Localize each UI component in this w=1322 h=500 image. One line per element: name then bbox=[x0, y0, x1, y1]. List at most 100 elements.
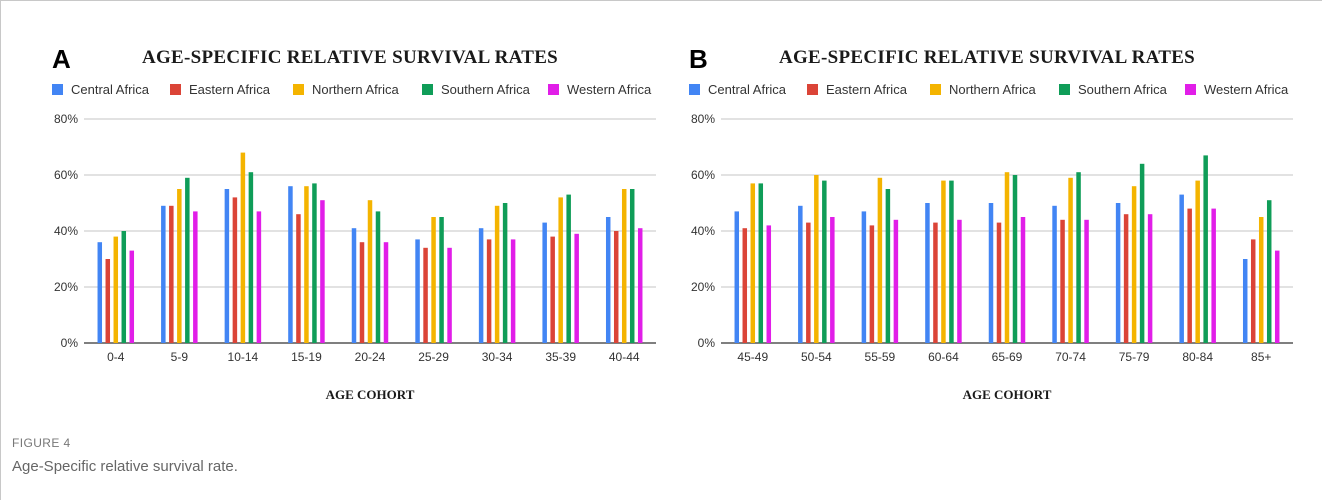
chart-b-bar-2-4 bbox=[1004, 172, 1010, 343]
chart-a-legend-swatch-3 bbox=[422, 84, 433, 95]
chart-a-legend-label-0: Central Africa bbox=[71, 82, 150, 97]
chart-a-x-tick-0: 0-4 bbox=[107, 350, 125, 364]
chart-a-bar-2-8 bbox=[621, 189, 627, 343]
chart-b-legend-swatch-1 bbox=[807, 84, 818, 95]
chart-a-legend-item-3: Southern Africa bbox=[422, 82, 531, 97]
chart-a-bar-2-0 bbox=[113, 236, 119, 343]
chart-a-bar-1-5 bbox=[423, 247, 428, 343]
chart-a-bar-2-7 bbox=[558, 197, 563, 343]
chart-b-bar-2-0 bbox=[750, 183, 756, 343]
chart-a-bar-2-4 bbox=[367, 200, 373, 343]
chart-a-x-tick-3: 15-19 bbox=[291, 350, 322, 364]
chart-a-bar-4-4 bbox=[383, 242, 389, 343]
chart-b-bar-4-7 bbox=[1211, 208, 1216, 343]
chart-a-bar-1-6 bbox=[486, 239, 492, 343]
chart-b-legend-swatch-0 bbox=[689, 84, 700, 95]
chart-b-bar-1-0 bbox=[742, 228, 748, 343]
chart-a-bar-2-3 bbox=[304, 186, 309, 343]
chart-b-x-tick-2: 55-59 bbox=[865, 350, 896, 364]
chart-a-legend-swatch-4 bbox=[548, 84, 559, 95]
chart-b-bar-2-3 bbox=[941, 180, 946, 343]
chart-a-bar-4-1 bbox=[193, 211, 198, 343]
chart-a-bar-0-2 bbox=[224, 189, 230, 343]
figure-label: FIGURE 4 bbox=[12, 436, 71, 450]
chart-b-bar-4-3 bbox=[957, 219, 962, 343]
chart-b-legend-swatch-2 bbox=[930, 84, 941, 95]
chart-a-bar-2-2 bbox=[240, 152, 246, 343]
chart-b-x-tick-6: 75-79 bbox=[1119, 350, 1150, 364]
chart-a-x-tick-4: 20-24 bbox=[355, 350, 386, 364]
chart-b-bar-4-6 bbox=[1147, 214, 1153, 343]
chart-a-legend-label-4: Western Africa bbox=[567, 82, 652, 97]
chart-a-x-tick-5: 25-29 bbox=[418, 350, 449, 364]
chart-b-bar-3-4 bbox=[1012, 175, 1018, 343]
chart-b-bar-1-1 bbox=[806, 222, 811, 343]
chart-a-y-tick-3: 60% bbox=[54, 168, 78, 182]
chart-b-x-tick-5: 70-74 bbox=[1055, 350, 1086, 364]
chart-b-bar-3-2 bbox=[885, 189, 891, 343]
chart-b-legend-item-2: Northern Africa bbox=[930, 82, 1036, 97]
chart-a-bar-1-7 bbox=[550, 236, 555, 343]
chart-b-legend-label-3: Southern Africa bbox=[1078, 82, 1168, 97]
chart-a-bar-0-5 bbox=[415, 239, 420, 343]
chart-a-bar-3-6 bbox=[502, 203, 508, 343]
chart-a-bar-4-2 bbox=[256, 211, 262, 343]
chart-b-y-tick-0: 0% bbox=[698, 336, 716, 350]
chart-a-x-tick-7: 35-39 bbox=[545, 350, 576, 364]
chart-panel-b: B AGE-SPECIFIC RELATIVE SURVIVAL RATES Cen… bbox=[637, 0, 1298, 420]
chart-b-legend-swatch-3 bbox=[1059, 84, 1070, 95]
chart-b-bar-0-5 bbox=[1052, 205, 1057, 343]
chart-b-bar-3-6 bbox=[1139, 163, 1145, 343]
chart-b-bar-0-4 bbox=[988, 203, 994, 343]
chart-a-y-tick-0: 0% bbox=[61, 336, 79, 350]
chart-b-legend-label-4: Western Africa bbox=[1204, 82, 1289, 97]
chart-b-bar-4-8 bbox=[1274, 250, 1280, 343]
chart-a-legend-swatch-1 bbox=[170, 84, 181, 95]
chart-b-x-tick-4: 65-69 bbox=[992, 350, 1023, 364]
chart-b-bar-0-3 bbox=[925, 203, 930, 343]
chart-a-x-tick-6: 30-34 bbox=[482, 350, 513, 364]
chart-b-bar-3-8 bbox=[1266, 200, 1272, 343]
chart-a-panel-letter: A bbox=[52, 44, 71, 74]
chart-a-y-tick-1: 20% bbox=[54, 280, 78, 294]
chart-b-bar-4-1 bbox=[830, 217, 835, 343]
chart-b-bar-2-1 bbox=[814, 175, 819, 343]
chart-a-x-tick-1: 5-9 bbox=[171, 350, 189, 364]
chart-a-x-tick-2: 10-14 bbox=[228, 350, 259, 364]
chart-a-legend-item-2: Northern Africa bbox=[293, 82, 399, 97]
chart-a-bar-2-6 bbox=[494, 205, 500, 343]
chart-a-bar-0-6 bbox=[478, 228, 484, 343]
chart-a-bar-4-6 bbox=[510, 239, 516, 343]
chart-a-bar-4-3 bbox=[320, 200, 325, 343]
chart-a-bar-0-4 bbox=[351, 228, 357, 343]
chart-b-bar-2-2 bbox=[877, 177, 883, 343]
chart-a-legend-label-3: Southern Africa bbox=[441, 82, 531, 97]
chart-b-bar-3-5 bbox=[1076, 172, 1081, 343]
chart-b-bar-0-2 bbox=[861, 211, 867, 343]
chart-a-title: AGE-SPECIFIC RELATIVE SURVIVAL RATES bbox=[142, 47, 558, 68]
chart-b-bar-2-8 bbox=[1258, 217, 1264, 343]
chart-a-bar-3-5 bbox=[439, 217, 444, 343]
chart-b-legend-item-4: Western Africa bbox=[1185, 82, 1289, 97]
chart-b-x-tick-1: 50-54 bbox=[801, 350, 832, 364]
chart-b-svg: B AGE-SPECIFIC RELATIVE SURVIVAL RATES Cen… bbox=[689, 44, 1293, 402]
chart-a-bar-0-8 bbox=[605, 217, 611, 343]
chart-b-y-tick-3: 60% bbox=[691, 168, 715, 182]
chart-a-legend-label-1: Eastern Africa bbox=[189, 82, 271, 97]
chart-b-bar-1-6 bbox=[1123, 214, 1129, 343]
chart-a-legend-item-0: Central Africa bbox=[52, 82, 150, 97]
chart-b-bar-4-4 bbox=[1020, 217, 1026, 343]
chart-b-title: AGE-SPECIFIC RELATIVE SURVIVAL RATES bbox=[779, 47, 1195, 68]
chart-b-x-tick-3: 60-64 bbox=[928, 350, 959, 364]
chart-b-x-tick-8: 85+ bbox=[1251, 350, 1271, 364]
chart-a-legend-item-4: Western Africa bbox=[548, 82, 652, 97]
chart-b-x-tick-0: 45-49 bbox=[737, 350, 768, 364]
figure-description: Age-Specific relative survival rate. bbox=[12, 458, 238, 475]
chart-b-bar-0-6 bbox=[1115, 203, 1121, 343]
chart-b-y-tick-1: 20% bbox=[691, 280, 715, 294]
chart-b-bar-4-2 bbox=[893, 219, 899, 343]
figure-caption: FIGURE 4 Age-Specific relative survival … bbox=[12, 436, 238, 475]
chart-b-x-tick-7: 80-84 bbox=[1182, 350, 1213, 364]
chart-b-bar-3-0 bbox=[758, 183, 764, 343]
chart-b-bar-3-7 bbox=[1203, 155, 1208, 343]
